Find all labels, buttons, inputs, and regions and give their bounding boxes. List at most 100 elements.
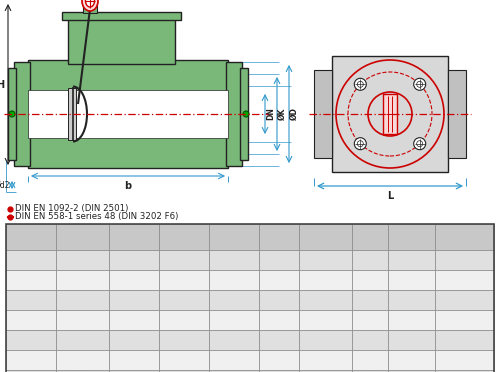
Text: H: H — [0, 80, 4, 90]
Bar — [434, 350, 494, 370]
Bar — [299, 224, 352, 250]
Bar — [434, 224, 494, 250]
Text: 27: 27 — [458, 336, 470, 344]
Bar — [388, 250, 434, 270]
Text: 10,16: 10,16 — [70, 276, 96, 285]
Bar — [159, 350, 209, 370]
Text: mm: mm — [402, 238, 421, 247]
Bar — [6, 330, 56, 350]
Text: 19: 19 — [274, 256, 285, 264]
Bar — [209, 250, 259, 270]
Text: 10,16: 10,16 — [70, 315, 96, 324]
Text: :L: :L — [129, 228, 138, 237]
Text: 165: 165 — [176, 256, 192, 264]
Text: DIN EN 1092-2 (DIN 2501): DIN EN 1092-2 (DIN 2501) — [15, 205, 128, 214]
Bar — [299, 330, 352, 350]
Bar — [434, 330, 494, 350]
Text: 10,16: 10,16 — [70, 256, 96, 264]
Circle shape — [414, 138, 426, 150]
Bar — [299, 270, 352, 290]
Bar — [6, 370, 56, 372]
Text: .ØK: .ØK — [225, 228, 243, 237]
Circle shape — [243, 111, 249, 117]
Text: 19: 19 — [320, 315, 331, 324]
Text: 4: 4 — [367, 256, 373, 264]
Bar — [209, 330, 259, 350]
Text: 145: 145 — [226, 276, 242, 285]
Bar — [259, 350, 299, 370]
Text: ØK: ØK — [278, 108, 287, 120]
Bar — [56, 290, 109, 310]
Text: .b: .b — [274, 228, 284, 237]
Bar — [109, 330, 159, 350]
Bar — [226, 62, 242, 166]
Bar — [388, 310, 434, 330]
Text: 125: 125 — [226, 256, 242, 264]
Text: mm: mm — [22, 238, 40, 247]
Bar — [434, 290, 494, 310]
Text: 90: 90 — [406, 276, 417, 285]
Text: 19: 19 — [274, 356, 285, 365]
Bar — [6, 224, 494, 372]
Text: 163: 163 — [403, 356, 420, 365]
Bar — [259, 310, 299, 330]
Text: ØD: ØD — [290, 108, 299, 121]
Text: 19: 19 — [320, 256, 331, 264]
Bar — [109, 370, 159, 372]
Bar — [56, 330, 109, 350]
Text: 240: 240 — [126, 276, 142, 285]
Text: 50: 50 — [26, 256, 37, 264]
Circle shape — [354, 78, 366, 90]
Text: 19: 19 — [320, 276, 331, 285]
Text: 8.5: 8.5 — [457, 256, 471, 264]
Text: 100: 100 — [22, 315, 40, 324]
Bar — [159, 370, 209, 372]
Bar — [388, 350, 434, 370]
Bar — [6, 270, 56, 290]
Text: mm: mm — [316, 238, 334, 247]
Bar — [28, 90, 228, 138]
Text: PN: PN — [76, 228, 90, 237]
Bar — [209, 310, 259, 330]
Bar — [434, 310, 494, 330]
Bar — [109, 290, 159, 310]
Text: 8: 8 — [367, 295, 373, 305]
Text: 185: 185 — [176, 276, 192, 285]
Text: .n: .n — [365, 228, 375, 237]
Circle shape — [354, 138, 366, 150]
Text: 210: 210 — [226, 336, 242, 344]
Text: 10,16: 10,16 — [70, 356, 96, 365]
Bar — [159, 250, 209, 270]
Bar — [159, 330, 209, 350]
Text: 80: 80 — [26, 295, 37, 305]
Text: 19: 19 — [274, 276, 285, 285]
Text: 200: 200 — [176, 295, 192, 305]
Text: 200: 200 — [126, 256, 142, 264]
Text: 150: 150 — [22, 356, 40, 365]
Text: 300: 300 — [126, 315, 142, 324]
Text: 8: 8 — [367, 315, 373, 324]
Bar — [209, 350, 259, 370]
Bar — [352, 224, 389, 250]
Bar — [209, 370, 259, 372]
Bar — [8, 68, 16, 160]
Bar — [109, 350, 159, 370]
Bar — [109, 250, 159, 270]
Text: 19: 19 — [320, 336, 331, 344]
Text: 240: 240 — [226, 356, 242, 365]
Text: 160: 160 — [226, 295, 243, 305]
Text: DIN EN 558-1 series 48 (DIN 3202 F6): DIN EN 558-1 series 48 (DIN 3202 F6) — [15, 212, 178, 221]
Bar — [259, 290, 299, 310]
Bar — [56, 250, 109, 270]
Bar — [209, 270, 259, 290]
Text: .ØD: .ØD — [174, 228, 194, 237]
Bar — [352, 310, 389, 330]
Bar — [299, 370, 352, 372]
Bar — [299, 310, 352, 330]
Bar — [388, 270, 434, 290]
Text: 19: 19 — [274, 336, 285, 344]
Bar — [352, 250, 389, 270]
Bar — [388, 370, 434, 372]
Text: 77: 77 — [406, 256, 417, 264]
Text: 20.5: 20.5 — [454, 315, 474, 324]
